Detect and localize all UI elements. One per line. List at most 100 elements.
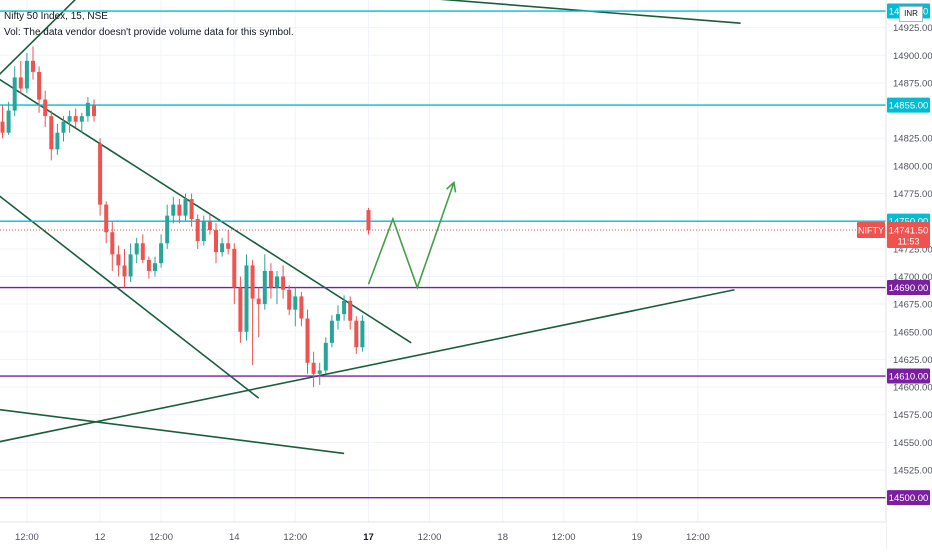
trendlines (0, 0, 741, 455)
candle (275, 276, 279, 288)
candle (220, 243, 225, 253)
y-tick-label: 14775.00 (893, 189, 932, 200)
trendline (0, 408, 345, 455)
candle (305, 318, 310, 363)
last-price-badge (887, 222, 930, 249)
candle (18, 77, 23, 89)
candle (360, 320, 365, 348)
projection-path (367, 182, 455, 290)
candle (189, 199, 194, 219)
currency-badge[interactable]: INR (899, 6, 923, 22)
price-axis (886, 0, 932, 550)
candle (153, 263, 157, 271)
candle (61, 121, 66, 133)
candle (24, 60, 29, 89)
x-tick-label: 18 (497, 532, 508, 543)
y-tick-label: 14825.00 (893, 134, 932, 145)
candle (67, 116, 72, 122)
candle (171, 204, 176, 216)
x-tick-label: 19 (632, 532, 643, 543)
y-tick-label: 14625.00 (893, 355, 932, 366)
x-tick-label: 17 (363, 532, 374, 543)
candle (92, 105, 96, 117)
y-tick-label: 14875.00 (893, 78, 932, 89)
candle (299, 296, 304, 319)
candle (244, 265, 249, 332)
candle (268, 270, 273, 288)
candle (195, 218, 200, 242)
candle (342, 300, 347, 315)
candle (250, 265, 255, 299)
candles (0, 46, 371, 388)
candle (311, 362, 316, 374)
symbol-title[interactable]: Nifty 50 Index, 15, NSE (4, 11, 108, 22)
x-tick-label: 12:00 (283, 532, 307, 543)
candle (177, 204, 182, 216)
candle (6, 110, 11, 133)
candle (287, 289, 292, 310)
candle (116, 254, 121, 266)
candle (146, 259, 151, 271)
price-level-label: 14500.00 (889, 493, 929, 504)
symbol-badge-label: NIFTY (858, 226, 884, 236)
candle (366, 210, 371, 231)
y-tick-label: 14600.00 (893, 383, 932, 394)
candle (232, 248, 237, 288)
candle (128, 254, 133, 277)
candle (31, 60, 35, 72)
candle (262, 270, 267, 305)
candle (323, 342, 328, 371)
candle (73, 116, 78, 122)
y-tick-label: 14800.00 (893, 161, 932, 172)
x-tick-label: 14 (229, 532, 240, 543)
y-tick-label: 14925.00 (893, 23, 932, 34)
y-tick-label: 14575.00 (893, 410, 932, 421)
price-level-label: 14690.00 (889, 283, 929, 294)
price-level-label: 14855.00 (889, 101, 929, 112)
grid (0, 0, 886, 522)
candle (140, 243, 145, 260)
x-tick-label: 12:00 (686, 532, 710, 543)
candle (134, 243, 139, 255)
candle (49, 116, 54, 150)
y-tick-label: 14675.00 (893, 300, 932, 311)
candle (293, 296, 298, 310)
candle (0, 121, 5, 133)
chart-legend: Nifty 50 Index, 15, NSE Vol: The data ve… (4, 9, 294, 41)
candle (256, 298, 261, 305)
candle (354, 320, 359, 348)
candle (37, 71, 42, 100)
last-price-label: 14741.50 (889, 226, 929, 237)
candle (207, 221, 212, 231)
countdown-label: 11:53 (898, 237, 920, 247)
trendline (0, 78, 412, 344)
y-tick-label: 14550.00 (893, 438, 932, 449)
candle (317, 370, 322, 374)
trendline (0, 195, 260, 399)
candle (55, 132, 60, 150)
candle (104, 204, 109, 233)
x-tick-label: 12:00 (15, 532, 39, 543)
candle (183, 199, 188, 216)
candle (226, 243, 231, 249)
price-level-label: 14610.00 (889, 372, 929, 383)
x-tick-label: 12 (95, 532, 106, 543)
price-level-label-bg (887, 368, 930, 384)
y-tick-label: 14525.00 (893, 466, 932, 477)
price-level-label-bg (887, 490, 930, 506)
candle (110, 232, 115, 255)
candle (43, 99, 48, 117)
candle (201, 221, 206, 242)
time-axis (0, 522, 886, 550)
candle (165, 215, 170, 244)
trendline (0, 0, 76, 75)
y-tick-label: 14700.00 (893, 272, 932, 283)
candle (336, 314, 340, 321)
candle (214, 230, 218, 253)
candle (238, 287, 243, 332)
trendline (0, 288, 735, 443)
candle (281, 276, 286, 290)
candle (329, 320, 334, 343)
